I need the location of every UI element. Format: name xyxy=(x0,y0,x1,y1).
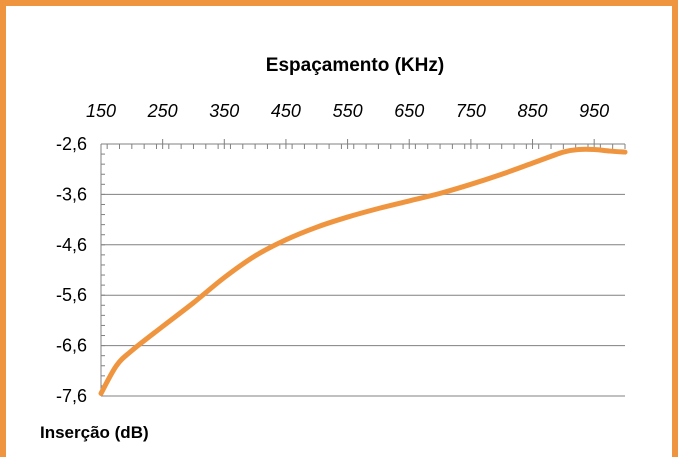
gridlines xyxy=(101,143,625,397)
y-tick-label: -4,6 xyxy=(56,235,87,255)
y-tick-label: -3,6 xyxy=(56,184,87,204)
x-tick-label: 450 xyxy=(271,101,301,121)
y-tick-label: -7,6 xyxy=(56,386,87,406)
x-tick-label: 350 xyxy=(209,101,239,121)
axes xyxy=(100,139,626,397)
y-tick-label: -5,6 xyxy=(56,285,87,305)
y-axis-label: Inserção (dB) xyxy=(40,423,149,442)
x-tick-label: 950 xyxy=(579,101,609,121)
series-line xyxy=(98,146,628,396)
x-tick-label: 850 xyxy=(518,101,548,121)
line-chart: Espaçamento (KHz) 150 250 350 450 550 650 750 8… xyxy=(40,55,628,442)
x-tick-label: 150 xyxy=(86,101,116,121)
x-tick-label: 550 xyxy=(333,101,363,121)
x-tick-label: 750 xyxy=(456,101,486,121)
series-group xyxy=(98,146,628,396)
y-tick-labels: -2,6 -3,6 -4,6 -5,6 -6,6 -7,6 xyxy=(56,134,87,406)
chart-title: Espaçamento (KHz) xyxy=(266,55,444,76)
x-tick-label: 650 xyxy=(394,101,424,121)
x-tick-labels: 150 250 350 450 550 650 750 850 950 xyxy=(86,101,609,121)
x-tick-label: 250 xyxy=(147,101,178,121)
y-tick-label: -2,6 xyxy=(56,134,87,154)
y-tick-label: -6,6 xyxy=(56,336,87,356)
